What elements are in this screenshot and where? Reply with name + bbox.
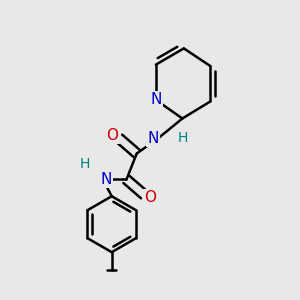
Text: N: N [147,131,159,146]
Text: H: H [80,157,90,171]
Text: H: H [177,131,188,145]
Text: O: O [145,190,157,205]
Text: N: N [101,172,112,187]
Text: O: O [106,128,119,143]
Text: N: N [150,92,162,107]
